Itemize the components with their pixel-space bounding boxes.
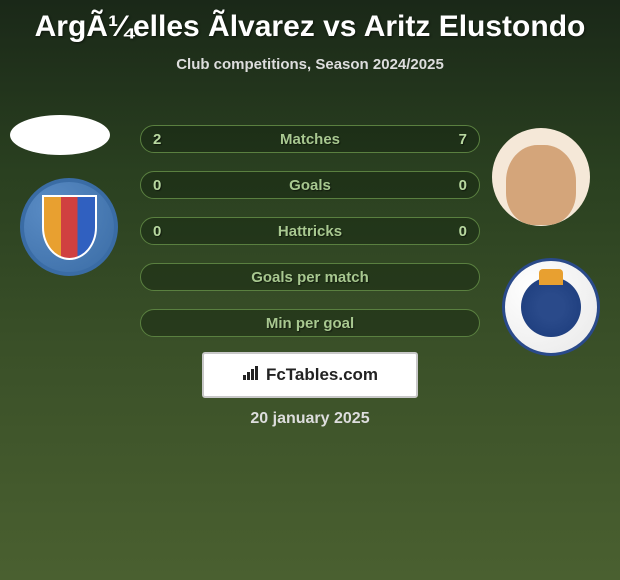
stat-label: Goals per match xyxy=(140,269,480,286)
comparison-date: 20 january 2025 xyxy=(0,410,620,428)
stat-left-value: 0 xyxy=(153,177,161,194)
stat-row-goals: 0 Goals 0 xyxy=(140,171,480,199)
stat-row-hattricks: 0 Hattricks 0 xyxy=(140,217,480,245)
stat-row-matches: 2 Matches 7 xyxy=(140,125,480,153)
player-right-avatar xyxy=(492,128,590,226)
comparison-title: ArgÃ¼elles Ãlvarez vs Aritz Elustondo xyxy=(0,0,620,44)
club-right-crest-icon xyxy=(521,277,581,337)
chart-icon xyxy=(242,365,260,386)
stat-label: Min per goal xyxy=(140,315,480,332)
stat-label: Matches xyxy=(140,131,480,148)
player-left-avatar xyxy=(10,115,110,155)
club-left-crest-icon xyxy=(42,195,97,260)
stat-row-goals-per-match: Goals per match xyxy=(140,263,480,291)
branding-text: FcTables.com xyxy=(266,365,378,385)
stat-label: Goals xyxy=(140,177,480,194)
stat-right-value: 7 xyxy=(459,131,467,148)
stat-left-value: 0 xyxy=(153,223,161,240)
stat-label: Hattricks xyxy=(140,223,480,240)
stat-right-value: 0 xyxy=(459,177,467,194)
club-left-badge xyxy=(20,178,118,276)
stat-left-value: 2 xyxy=(153,131,161,148)
stat-right-value: 0 xyxy=(459,223,467,240)
branding-badge: FcTables.com xyxy=(202,352,418,398)
comparison-subtitle: Club competitions, Season 2024/2025 xyxy=(0,56,620,73)
stats-container: 2 Matches 7 0 Goals 0 0 Hattricks 0 Goal… xyxy=(140,125,480,355)
player-right-face-icon xyxy=(506,145,576,225)
club-right-badge xyxy=(502,258,600,356)
stat-row-min-per-goal: Min per goal xyxy=(140,309,480,337)
